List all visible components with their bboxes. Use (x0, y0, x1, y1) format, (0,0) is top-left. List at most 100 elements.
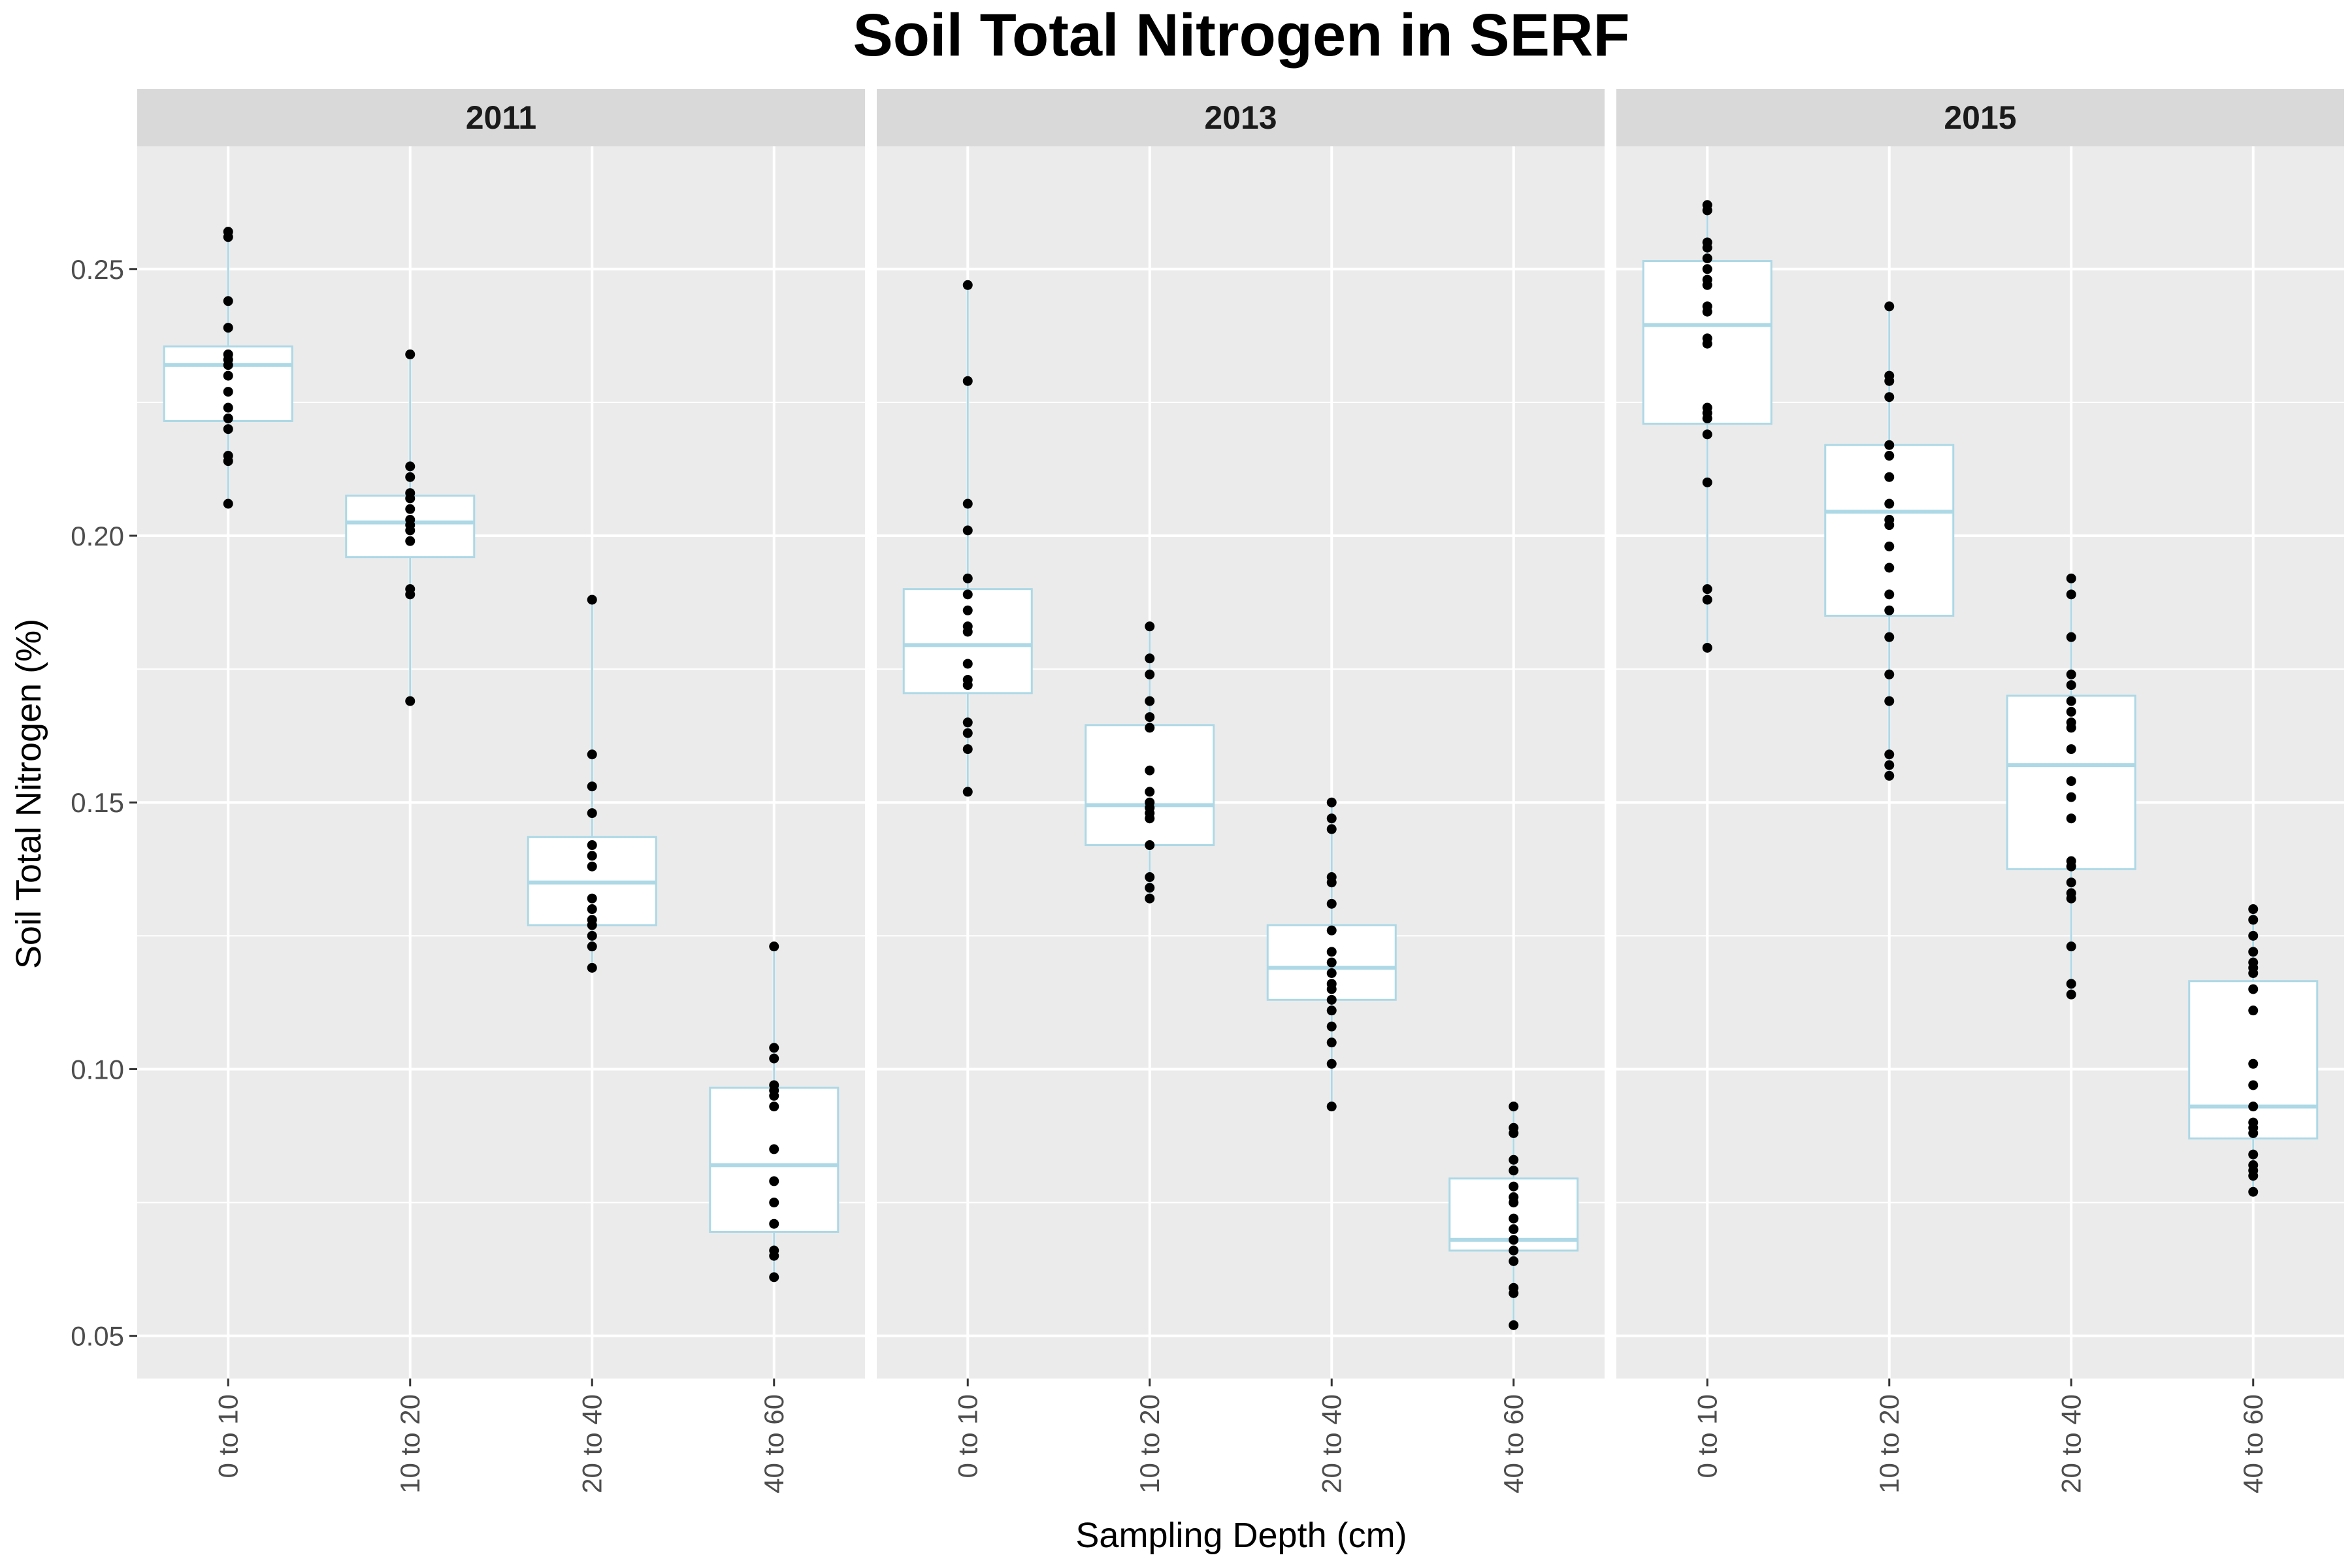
data-point (223, 360, 233, 370)
boxplot-2015-40-to-60 (2188, 904, 2319, 1197)
data-point (2066, 877, 2076, 888)
data-point (1509, 1224, 1519, 1234)
y-tick-label: 0.15 (71, 787, 124, 818)
data-point (769, 1176, 779, 1186)
data-point (1702, 205, 1712, 216)
data-point (587, 904, 597, 915)
y-tick-label: 0.25 (71, 254, 124, 285)
data-point (223, 387, 233, 397)
data-point (405, 525, 416, 536)
data-point (587, 861, 597, 872)
data-point (1509, 1320, 1519, 1330)
data-point (1145, 696, 1155, 706)
data-point (1145, 872, 1155, 883)
data-point (2066, 941, 2076, 952)
data-point (1145, 893, 1155, 904)
data-point (223, 456, 233, 466)
data-point (587, 851, 597, 861)
data-point (2248, 904, 2259, 915)
data-point (962, 498, 973, 509)
facet-panel-2015: 2015 0 to 10 10 to 20 20 to 40 40 to 60 (1616, 89, 2344, 1494)
panel-background (877, 146, 1605, 1379)
data-point (587, 962, 597, 973)
data-point (962, 787, 973, 797)
y-tick-label: 0.20 (71, 521, 124, 551)
data-point (769, 1218, 779, 1229)
data-point (1509, 1235, 1519, 1245)
data-point (2066, 861, 2076, 872)
data-point (769, 941, 779, 952)
data-point (769, 1090, 779, 1101)
data-point (1702, 595, 1712, 605)
data-point (223, 232, 233, 242)
boxplot-2015-20-to-40 (2006, 573, 2136, 1000)
data-point (2066, 723, 2076, 733)
data-point (223, 413, 233, 423)
y-tick-label: 0.05 (71, 1321, 124, 1352)
data-point (1326, 1021, 1337, 1032)
data-point (769, 1144, 779, 1154)
x-tick-label: 0 to 10 (952, 1394, 983, 1478)
data-point (2248, 1171, 2259, 1181)
data-point (962, 728, 973, 738)
data-point (1509, 1102, 1519, 1112)
data-point (223, 296, 233, 306)
data-point (1326, 984, 1337, 994)
boxplot-2013-40-to-60 (1448, 1102, 1579, 1330)
x-axis-title: Sampling Depth (cm) (1075, 1516, 1407, 1555)
data-point (1145, 621, 1155, 632)
data-point (1509, 1154, 1519, 1165)
data-point (405, 504, 416, 514)
data-point (1326, 1102, 1337, 1112)
data-point (223, 424, 233, 434)
data-point (2066, 744, 2076, 755)
box-iqr (709, 1086, 840, 1233)
facet-panel-2011: 2011 0 to 10 10 to 20 20 to 40 40 to 60 (137, 89, 865, 1494)
data-point (405, 493, 416, 504)
box-iqr (1085, 724, 1215, 847)
data-point (1884, 669, 1895, 679)
data-point (769, 1198, 779, 1208)
data-point (2066, 893, 2076, 904)
data-point (1884, 770, 1895, 781)
data-point (2066, 669, 2076, 679)
x-tick-label: 10 to 20 (395, 1394, 425, 1494)
data-point (1884, 696, 1895, 706)
boxplot-2015-10-to-20 (1824, 301, 1955, 781)
data-point (587, 781, 597, 792)
data-point (1884, 541, 1895, 551)
data-point (1702, 280, 1712, 290)
facet-panels: 2011 0 to 10 10 to 20 20 to 40 40 to 60 2013 0… (137, 89, 2344, 1494)
boxplot-2013-20-to-40 (1266, 797, 1397, 1112)
data-point (1145, 653, 1155, 664)
data-point (223, 370, 233, 381)
data-point (2248, 1058, 2259, 1069)
data-point (962, 659, 973, 669)
data-point (1884, 605, 1895, 615)
data-point (1145, 669, 1155, 679)
data-point (2248, 947, 2259, 957)
data-point (405, 349, 416, 359)
y-axis-title: Soil Total Nitrogen (%) (9, 619, 48, 969)
data-point (1145, 723, 1155, 733)
y-tick-label: 0.10 (71, 1054, 124, 1085)
data-point (1884, 760, 1895, 770)
data-point (1884, 563, 1895, 573)
data-point (1326, 813, 1337, 824)
data-point (769, 1053, 779, 1064)
data-point (1326, 1005, 1337, 1016)
data-point (1145, 712, 1155, 723)
data-point (405, 472, 416, 482)
data-point (2066, 632, 2076, 642)
data-point (2248, 968, 2259, 978)
facet-strip-label: 2013 (1204, 99, 1277, 136)
chart-title: Soil Total Nitrogen in SERF (853, 2, 1629, 69)
facet-strip (137, 89, 865, 146)
data-point (1884, 520, 1895, 531)
boxplot-2013-10-to-20 (1085, 621, 1215, 904)
data-point (2066, 573, 2076, 583)
boxplot-2011-40-to-60 (709, 941, 840, 1282)
data-point (1884, 472, 1895, 482)
data-point (2066, 989, 2076, 1000)
